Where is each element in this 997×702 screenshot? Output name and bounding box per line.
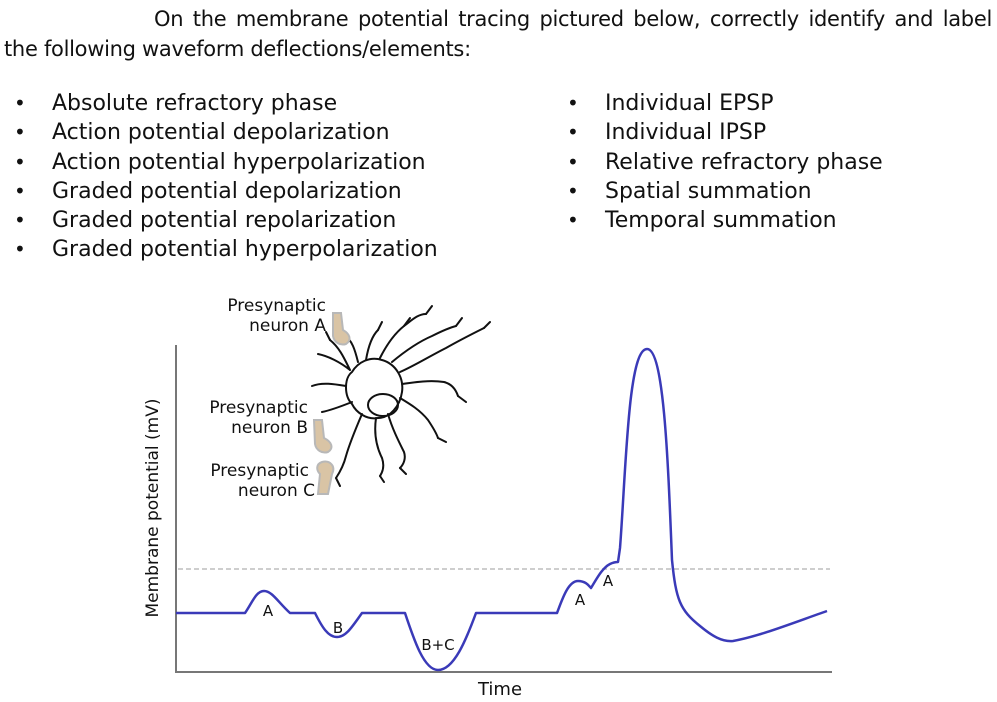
y-axis-label: Membrane potential (mV) [143,399,163,618]
prompt-text: On the membrane potential tracing pictur… [4,7,992,61]
presynaptic-c-label: neuron C [238,481,315,501]
terms-list-left: • Absolute refractory phase • Action poten… [8,89,438,265]
presynaptic-a-label: Presynaptic [227,296,326,316]
annotation-a: A [263,602,274,620]
list-item: • Individual IPSP [561,118,883,147]
presynaptic-terminal-c-icon [316,460,335,495]
list-item: • Graded potential hyperpolarization [8,235,438,264]
postsynaptic-neuron-icon [311,305,491,487]
presynaptic-a-label: neuron A [249,316,326,336]
presynaptic-b-label: neuron B [231,418,308,438]
list-item: • Graded potential depolarization [8,177,438,206]
bullet-icon: • [14,149,26,174]
bullet-icon: • [14,120,26,145]
presynaptic-terminal-a-icon [332,312,351,346]
bullet-icon: • [567,91,579,115]
list-item: • Individual EPSP [561,89,883,118]
terms-list-right: • Individual EPSP • Individual IPSP • Relat… [561,89,883,235]
list-item: • Temporal summation [561,206,883,235]
bullet-icon: • [14,91,26,115]
annotation-a: A [575,591,586,609]
bullet-icon: • [14,208,26,233]
membrane-potential-trace [176,347,828,672]
bullet-icon: • [567,149,579,174]
list-item: • Relative refractory phase [561,148,883,177]
bullet-icon: • [567,120,579,145]
list-item: • Absolute refractory phase [8,89,438,118]
annotation-a: A [603,572,614,590]
presynaptic-c-label: Presynaptic [210,461,309,481]
list-item: • Graded potential repolarization [8,206,438,235]
bullet-icon: • [567,208,579,233]
question-prompt: On the membrane potential tracing pictur… [4,4,992,64]
bullet-icon: • [14,178,26,203]
presynaptic-terminal-b-icon [312,419,333,454]
list-item: • Action potential depolarization [8,118,438,147]
bullet-icon: • [14,237,26,262]
x-axis-label: Time [477,679,522,700]
list-item: • Spatial summation [561,177,883,206]
bullet-icon: • [567,178,579,203]
list-item: • Action potential hyperpolarization [8,148,438,177]
annotation-b: B [333,619,343,637]
presynaptic-b-label: Presynaptic [209,398,308,418]
annotation-b-plus-c: B+C [421,636,454,654]
